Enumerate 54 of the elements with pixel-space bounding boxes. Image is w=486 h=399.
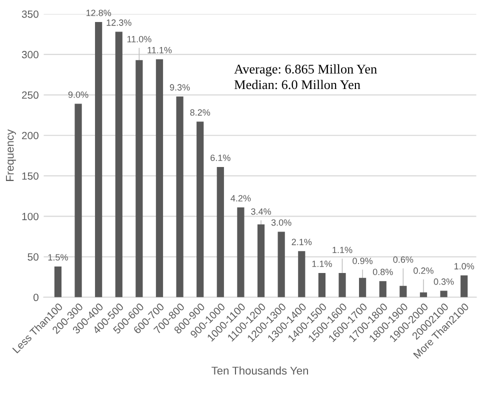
annotation: 1.5% xyxy=(48,254,68,261)
annotation: 3.4% xyxy=(251,208,271,215)
bar xyxy=(156,59,164,298)
bar xyxy=(420,292,428,298)
bar xyxy=(176,96,184,298)
annotation: 8.2% xyxy=(190,109,210,116)
annotation: 2.1% xyxy=(292,238,312,246)
annotation: 0.3% xyxy=(434,278,454,285)
y-tick-label: 50 xyxy=(28,253,38,261)
bar xyxy=(359,278,366,298)
y-tick-label: 100 xyxy=(22,212,38,220)
annotation: 11.1% xyxy=(148,46,172,54)
bar xyxy=(136,60,143,298)
annotation: 1.0% xyxy=(454,263,474,270)
bar xyxy=(216,166,224,298)
y-axis-title: Frequency xyxy=(6,129,16,181)
bar xyxy=(237,207,244,298)
bar xyxy=(298,251,306,298)
annotation: 0.6% xyxy=(393,256,414,263)
annotation: 3.0% xyxy=(271,219,292,226)
y-tick-label: 300 xyxy=(22,50,38,58)
y-tick-label: 250 xyxy=(22,91,38,99)
annotation: 9.3% xyxy=(170,84,190,91)
bar xyxy=(54,266,62,298)
bar xyxy=(196,122,204,298)
bar xyxy=(338,272,346,298)
y-tick-label: 200 xyxy=(22,132,38,140)
bar xyxy=(278,232,285,298)
annotation: 1.1% xyxy=(332,246,352,254)
bar xyxy=(257,224,265,298)
y-tick-label: 150 xyxy=(22,172,38,180)
annotation: 9.0% xyxy=(68,91,88,98)
annotation: 11.0% xyxy=(127,36,152,42)
annotation: Average: 6.865 Millon Yen xyxy=(234,64,377,76)
bar xyxy=(379,281,386,298)
bar xyxy=(440,290,448,298)
annotation: Median: 6.0 Millon Yen xyxy=(234,80,360,90)
bar xyxy=(74,104,82,298)
x-axis-title: Ten Thousands Yen xyxy=(212,366,308,375)
bar xyxy=(318,272,326,298)
y-tick-label: 0 xyxy=(33,294,38,302)
annotation: 6.1% xyxy=(210,154,230,161)
annotation: 12.8% xyxy=(86,10,112,16)
annotation: 0.2% xyxy=(414,267,434,274)
bar xyxy=(460,275,468,298)
bar xyxy=(95,22,102,298)
annotation: 0.8% xyxy=(372,268,393,276)
bar xyxy=(115,32,122,298)
annotation: 12.3% xyxy=(106,19,132,26)
y-tick-label: 350 xyxy=(22,10,38,18)
annotation: 4.2% xyxy=(230,195,251,202)
bar xyxy=(400,286,407,298)
annotation: 0.9% xyxy=(352,258,373,264)
annotation: 1.1% xyxy=(312,260,332,267)
